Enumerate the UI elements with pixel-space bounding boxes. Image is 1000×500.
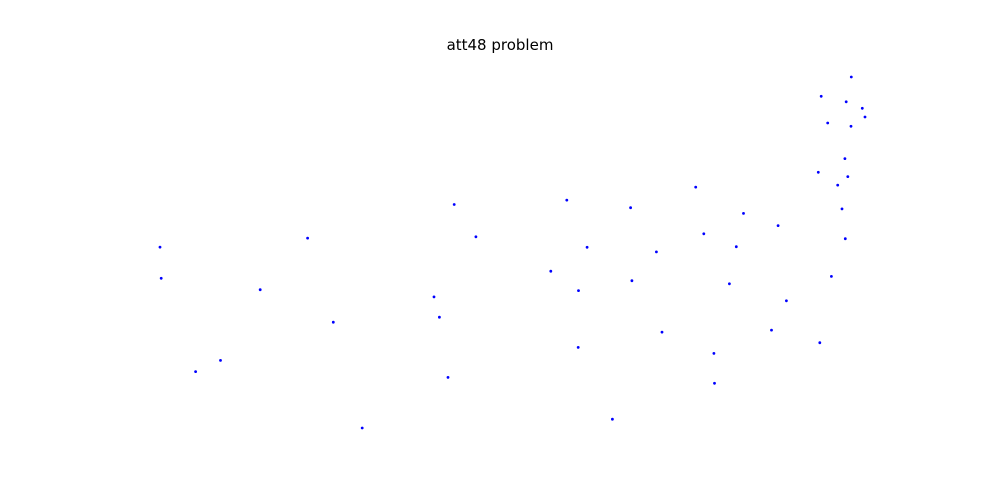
scatter-point-16 bbox=[713, 381, 716, 385]
scatter-point-36 bbox=[816, 170, 820, 174]
scatter-point-14 bbox=[577, 289, 580, 292]
scatter-point-32 bbox=[452, 203, 456, 206]
scatter-point-6 bbox=[849, 124, 853, 128]
scatter-point-1 bbox=[770, 328, 773, 332]
scatter-point-20 bbox=[694, 185, 698, 189]
scatter-point-46 bbox=[776, 224, 780, 228]
scatter-point-29 bbox=[446, 376, 450, 379]
scatter-point-21 bbox=[565, 198, 569, 202]
scatter-point-35 bbox=[159, 276, 163, 280]
chart-title: att48 problem bbox=[446, 36, 554, 54]
scatter-point-5 bbox=[438, 315, 441, 319]
scatter-point-47 bbox=[629, 206, 632, 210]
scatter-point-23 bbox=[630, 279, 634, 283]
scatter-point-40 bbox=[728, 282, 731, 286]
scatter-point-15 bbox=[734, 245, 738, 249]
scatter-point-44 bbox=[840, 207, 844, 211]
scatter-point-18 bbox=[836, 183, 840, 187]
scatter-point-9 bbox=[785, 299, 788, 303]
scatter-point-12 bbox=[702, 232, 706, 236]
scatter-points bbox=[158, 75, 867, 430]
scatter-point-39 bbox=[474, 235, 478, 239]
scatter-point-3 bbox=[660, 330, 664, 334]
scatter-point-45 bbox=[158, 245, 162, 249]
scatter-point-38 bbox=[830, 275, 833, 278]
scatter-point-33 bbox=[742, 212, 745, 215]
scatter-point-19 bbox=[860, 106, 864, 110]
scatter-point-22 bbox=[712, 352, 716, 355]
scatter-point-42 bbox=[331, 320, 335, 324]
scatter-point-8 bbox=[818, 341, 822, 345]
scatter-point-17 bbox=[849, 75, 853, 79]
scatter-point-37 bbox=[863, 115, 867, 119]
scatter-point-28 bbox=[843, 157, 847, 161]
scatter-point-11 bbox=[655, 250, 658, 254]
scatter-point-24 bbox=[306, 236, 309, 240]
scatter-point-7 bbox=[846, 175, 850, 179]
scatter-point-43 bbox=[819, 94, 823, 98]
scatter-point-10 bbox=[258, 288, 262, 292]
scatter-point-25 bbox=[549, 269, 553, 273]
scatter-point-31 bbox=[843, 237, 847, 241]
scatter-point-34 bbox=[576, 346, 580, 349]
scatter-point-2 bbox=[360, 426, 364, 430]
scatter-point-30 bbox=[826, 121, 830, 125]
scatter-point-4 bbox=[194, 370, 198, 373]
scatter-point-13 bbox=[585, 245, 589, 249]
scatter-point-26 bbox=[219, 359, 222, 362]
scatter-point-27 bbox=[844, 100, 848, 104]
scatter-point-41 bbox=[611, 417, 614, 421]
scatter-point-48 bbox=[432, 295, 436, 299]
